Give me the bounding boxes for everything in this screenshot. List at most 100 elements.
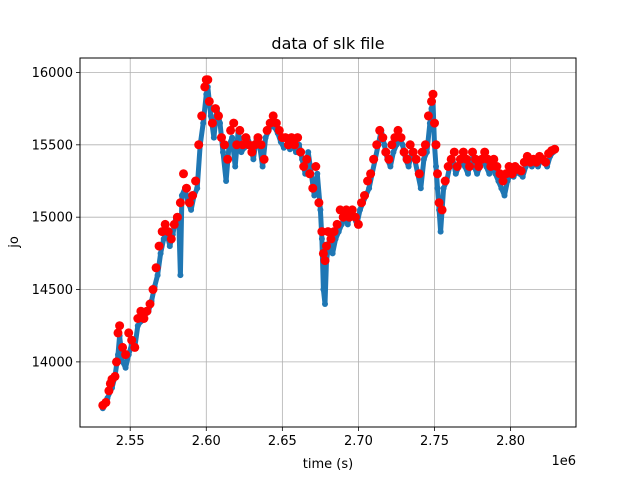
grid-layer bbox=[80, 58, 576, 427]
data-marker bbox=[113, 328, 123, 338]
data-marker bbox=[308, 183, 318, 193]
data-marker bbox=[433, 169, 442, 179]
data-marker bbox=[516, 166, 526, 176]
x-axis-label: time (s) bbox=[303, 457, 353, 472]
data-marker bbox=[420, 140, 430, 150]
data-marker bbox=[188, 191, 198, 200]
data-marker bbox=[166, 234, 176, 244]
data-marker bbox=[384, 154, 394, 164]
data-point bbox=[262, 134, 269, 141]
data-point bbox=[210, 134, 217, 141]
data-marker bbox=[220, 140, 229, 150]
data-point bbox=[357, 206, 363, 213]
data-marker bbox=[197, 111, 207, 121]
data-point bbox=[486, 170, 493, 177]
data-marker bbox=[229, 118, 239, 128]
data-marker bbox=[437, 205, 447, 215]
data-marker bbox=[194, 140, 204, 150]
data-marker bbox=[465, 162, 474, 171]
data-marker bbox=[296, 147, 306, 157]
data-marker bbox=[256, 140, 266, 150]
data-point bbox=[166, 243, 173, 250]
data-marker bbox=[443, 162, 453, 171]
x-tick-label: 2.75 bbox=[420, 434, 449, 449]
data-marker bbox=[434, 198, 444, 208]
data-marker bbox=[326, 234, 336, 244]
data-point bbox=[452, 170, 459, 177]
data-marker bbox=[163, 227, 173, 237]
data-marker bbox=[271, 118, 281, 128]
data-point bbox=[498, 185, 505, 192]
data-point bbox=[217, 120, 223, 127]
x-tick-label: 2.55 bbox=[116, 434, 145, 449]
data-point bbox=[259, 163, 266, 170]
data-point bbox=[465, 170, 471, 177]
data-point bbox=[390, 149, 397, 156]
data-point bbox=[344, 221, 351, 228]
data-marker bbox=[357, 198, 366, 208]
data-marker bbox=[142, 306, 152, 316]
data-marker bbox=[381, 147, 391, 157]
data-point bbox=[154, 272, 161, 279]
chart-title: data of slk file bbox=[271, 34, 384, 53]
data-marker bbox=[241, 133, 251, 143]
tick-layer: 2.55 2.60 2.65 2.70 2.75 2.80 14000 14500 15000 1… bbox=[32, 66, 525, 449]
data-marker bbox=[489, 154, 499, 164]
data-marker bbox=[314, 198, 324, 208]
data-marker bbox=[115, 321, 125, 331]
data-marker bbox=[203, 75, 213, 85]
data-point bbox=[115, 351, 121, 358]
data-marker bbox=[101, 397, 111, 407]
data-marker bbox=[226, 125, 236, 135]
data-marker bbox=[468, 147, 477, 157]
data-marker bbox=[427, 96, 436, 106]
data-marker bbox=[214, 111, 223, 121]
data-marker bbox=[223, 154, 233, 164]
data-point bbox=[437, 228, 444, 235]
data-marker bbox=[402, 154, 412, 164]
data-marker bbox=[200, 82, 210, 92]
data-marker bbox=[446, 154, 456, 164]
data-marker bbox=[185, 198, 194, 208]
data-point bbox=[305, 149, 312, 156]
data-marker bbox=[169, 219, 179, 229]
data-point bbox=[223, 178, 230, 184]
data-marker bbox=[104, 386, 114, 396]
data-point bbox=[501, 192, 508, 199]
data-marker bbox=[550, 144, 560, 154]
data-marker bbox=[462, 154, 471, 164]
data-marker bbox=[207, 118, 217, 128]
data-point bbox=[311, 192, 318, 199]
data-marker bbox=[151, 263, 161, 273]
data-marker bbox=[127, 335, 137, 345]
data-marker bbox=[160, 219, 170, 229]
data-marker bbox=[347, 205, 357, 215]
data-point bbox=[440, 185, 447, 192]
data-marker bbox=[145, 299, 155, 309]
data-marker bbox=[179, 169, 188, 179]
data-marker bbox=[302, 154, 312, 164]
data-marker bbox=[366, 169, 376, 179]
x-tick-label: 2.65 bbox=[268, 434, 297, 449]
data-marker bbox=[139, 314, 149, 323]
data-point bbox=[232, 163, 239, 170]
data-point bbox=[250, 156, 257, 163]
data-marker bbox=[399, 147, 409, 157]
data-marker bbox=[387, 140, 397, 150]
data-point bbox=[177, 272, 184, 279]
data-marker bbox=[210, 104, 220, 114]
data-marker bbox=[175, 198, 185, 208]
data-marker bbox=[408, 147, 418, 157]
data-point bbox=[119, 358, 126, 365]
data-marker bbox=[360, 191, 369, 200]
data-marker bbox=[290, 140, 299, 150]
data-marker bbox=[305, 169, 315, 179]
data-marker bbox=[332, 219, 342, 229]
x-tick-label: 2.70 bbox=[344, 434, 373, 449]
data-point bbox=[433, 163, 439, 170]
data-point bbox=[399, 141, 406, 148]
data-point bbox=[157, 250, 164, 257]
data-point bbox=[122, 364, 129, 371]
data-marker bbox=[112, 357, 121, 367]
